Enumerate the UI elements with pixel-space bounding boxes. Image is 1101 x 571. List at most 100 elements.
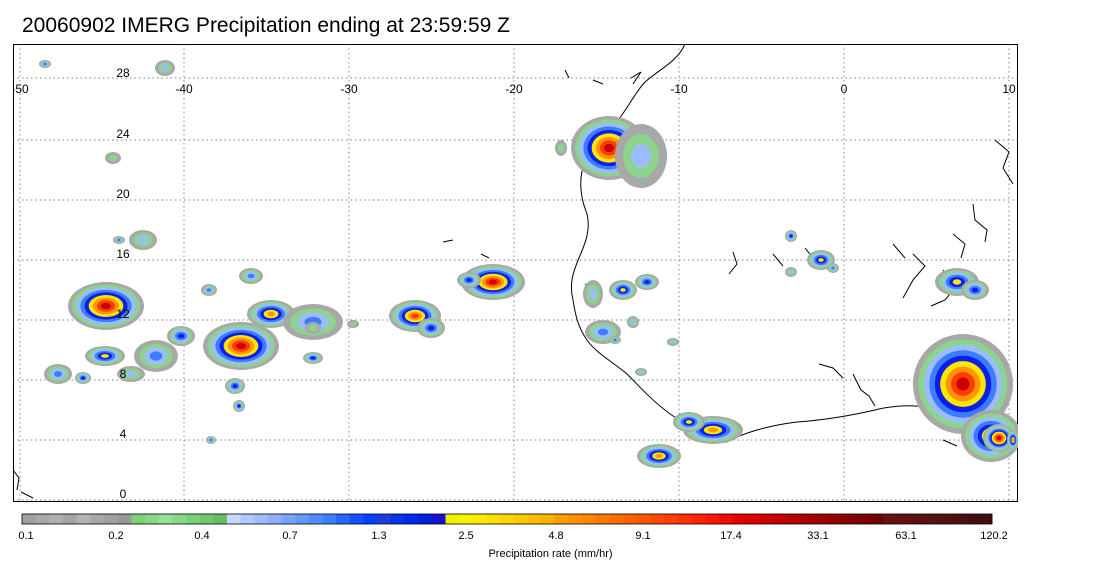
rain-cell: [155, 60, 175, 76]
legend-swatch: [377, 514, 392, 524]
legend-swatch: [787, 514, 802, 524]
rain-cell: [305, 322, 321, 334]
legend-swatch: [964, 514, 979, 524]
rain-cell: [827, 263, 839, 273]
legend-swatch: [773, 514, 788, 524]
map-title: 20060902 IMERG Precipitation ending at 2…: [22, 14, 510, 37]
rain-cell: [134, 340, 178, 372]
legend-swatch: [896, 514, 911, 524]
legend-swatch: [869, 514, 883, 524]
rain-cell: [555, 140, 567, 156]
legend-swatch: [185, 514, 200, 524]
legend-tick-label: 63.1: [895, 530, 916, 542]
latitude-labels: 28 24 20 16 12 8 4 0: [116, 66, 130, 501]
legend-swatch: [117, 514, 132, 524]
rain-cell: [129, 230, 157, 250]
legend-swatch: [445, 514, 460, 524]
rain-cell: [461, 264, 525, 300]
rain-cell: [961, 280, 989, 300]
legend-swatch: [910, 514, 924, 524]
legend-swatch: [541, 514, 556, 524]
legend-swatch: [664, 514, 679, 524]
latitude-label: 16: [116, 247, 130, 261]
rain-cell: [1007, 430, 1018, 450]
legend-swatch: [267, 514, 282, 524]
rain-cell: [635, 274, 659, 290]
legend-swatch: [103, 514, 118, 524]
rain-cell: [785, 267, 797, 277]
rain-cell: [206, 436, 216, 444]
longitude-labels: -50 -40 -30 -20 -10 0 10: [13, 82, 1016, 96]
legend-swatch: [199, 514, 214, 524]
rain-cell: [113, 236, 125, 244]
latitude-label: 8: [120, 367, 127, 381]
legend-swatch: [281, 514, 296, 524]
latitude-label: 4: [120, 427, 127, 441]
rain-cell: [673, 412, 705, 432]
legend-swatch: [390, 514, 405, 524]
legend-swatch: [500, 514, 515, 524]
legend-swatch: [746, 514, 761, 524]
legend-tick-label: 2.5: [458, 530, 473, 542]
legend-swatch: [49, 514, 64, 524]
legend-swatch: [554, 514, 569, 524]
legend-swatch: [131, 514, 146, 524]
rain-cell: [225, 378, 245, 394]
legend-swatch: [568, 514, 583, 524]
rain-cell: [913, 334, 1013, 434]
legend-swatch: [336, 514, 351, 524]
rain-cell: [303, 352, 323, 364]
legend-swatch: [240, 514, 255, 524]
rain-cell: [75, 372, 91, 384]
rain-cell: [239, 268, 263, 284]
rain-cell: [457, 272, 481, 288]
legend-bar: [21, 513, 993, 525]
legend-swatch: [951, 514, 965, 524]
rain-cell: [637, 444, 681, 468]
legend-tick-label: 0.1: [18, 530, 33, 542]
legend-tick-label: 17.4: [720, 530, 741, 542]
rain-cell: [105, 152, 121, 164]
rain-cell: [417, 318, 445, 338]
rain-cell: [615, 124, 667, 188]
legend-tick-label: 33.1: [807, 530, 828, 542]
legend-swatch: [595, 514, 610, 524]
legend-label: Precipitation rate (mm/hr): [488, 548, 613, 560]
legend-swatch: [431, 514, 446, 524]
legend-swatch: [882, 514, 897, 524]
legend-swatch: [158, 514, 173, 524]
legend-swatch: [828, 514, 843, 524]
longitude-label: 0: [841, 82, 848, 96]
precipitation-map: -50 -40 -30 -20 -10 0 10 28 24 20 16 12 8 4 0: [13, 44, 1018, 502]
legend-tick-label: 120.2: [980, 530, 1008, 542]
rain-cell: [44, 364, 72, 384]
latitude-label: 0: [120, 487, 127, 501]
legend-swatch: [322, 514, 337, 524]
latitude-label: 20: [116, 187, 130, 201]
legend-tick-label: 4.8: [548, 530, 563, 542]
rain-cell: [233, 400, 245, 412]
rain-cell: [39, 60, 51, 68]
legend-swatch: [527, 514, 542, 524]
legend-swatch: [472, 514, 487, 524]
legend-swatch: [363, 514, 378, 524]
legend-swatch: [759, 514, 774, 524]
legend-swatch: [76, 514, 91, 524]
legend-swatch: [923, 514, 938, 524]
legend-tick-label: 0.7: [282, 530, 297, 542]
legend-swatch: [732, 514, 747, 524]
legend-swatch: [226, 514, 241, 524]
legend-swatch: [636, 514, 651, 524]
rain-cell: [117, 366, 145, 382]
rain-cell: [167, 326, 195, 346]
longitude-label: -40: [175, 82, 193, 96]
longitude-label: 10: [1002, 82, 1016, 96]
legend-swatch: [62, 514, 77, 524]
rain-cell: [807, 250, 835, 270]
legend-swatch: [295, 514, 310, 524]
latitude-label: 24: [116, 127, 130, 141]
legend-swatch: [855, 514, 870, 524]
rain-cell: [201, 284, 217, 296]
legend-swatch: [582, 514, 597, 524]
longitude-label: -10: [670, 82, 688, 96]
